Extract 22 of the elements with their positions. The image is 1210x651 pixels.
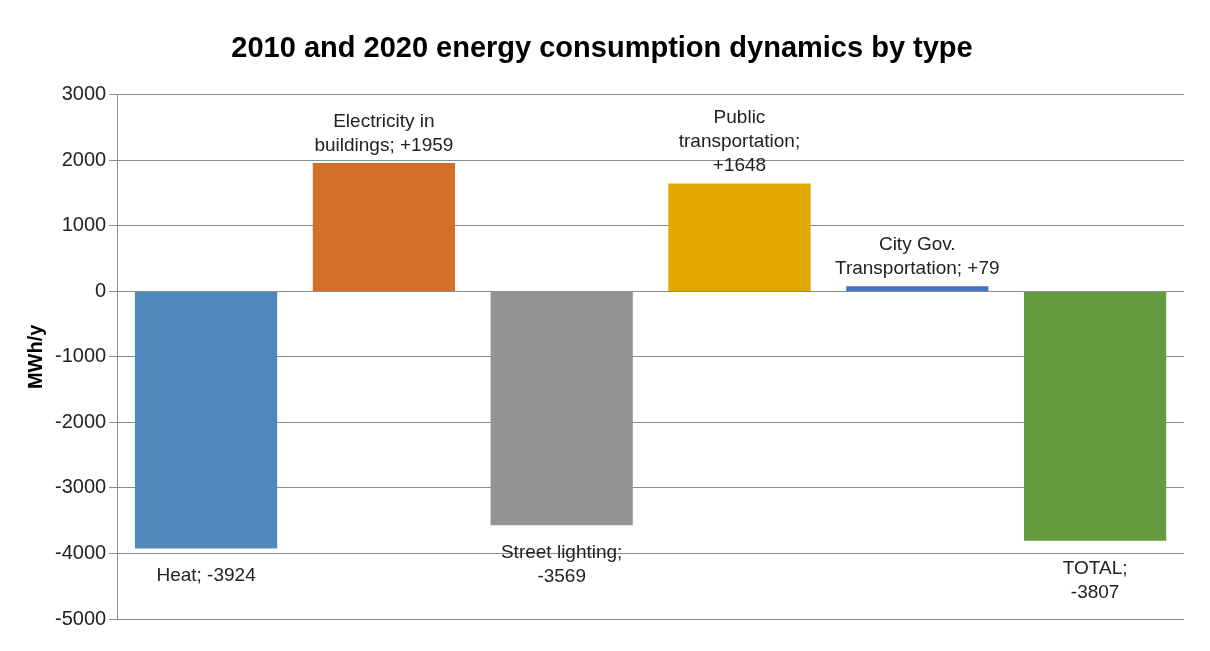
chart-title: 2010 and 2020 energy consumption dynamics by type (231, 31, 973, 64)
bar (312, 163, 455, 291)
bar (134, 291, 278, 549)
data-label: City Gov. Transportation; +79 (834, 232, 1000, 278)
y-tick-label: -3000 (55, 475, 107, 498)
y-tick-label: -4000 (55, 540, 107, 563)
bar (846, 286, 989, 291)
y-tick-label: 0 (95, 278, 107, 301)
y-tick-label: -2000 (55, 409, 107, 432)
data-label: Street lighting; -3569 (500, 540, 623, 586)
y-tick-label: -5000 (55, 606, 107, 629)
data-label: Heat; -3924 (156, 564, 257, 586)
y-tick-label: 1000 (61, 213, 107, 236)
bar (1023, 291, 1167, 541)
data-label: TOTAL; -3807 (1062, 556, 1128, 602)
y-tick-label: -1000 (55, 344, 107, 367)
data-label: Electricity in buildings; +1959 (314, 109, 454, 155)
y-tick-label: 3000 (61, 82, 107, 105)
data-label: Public transportation; +1648 (678, 106, 801, 176)
y-tick-label: 2000 (61, 147, 107, 170)
bar (668, 183, 811, 291)
y-axis-title: MWh/y (23, 323, 46, 390)
